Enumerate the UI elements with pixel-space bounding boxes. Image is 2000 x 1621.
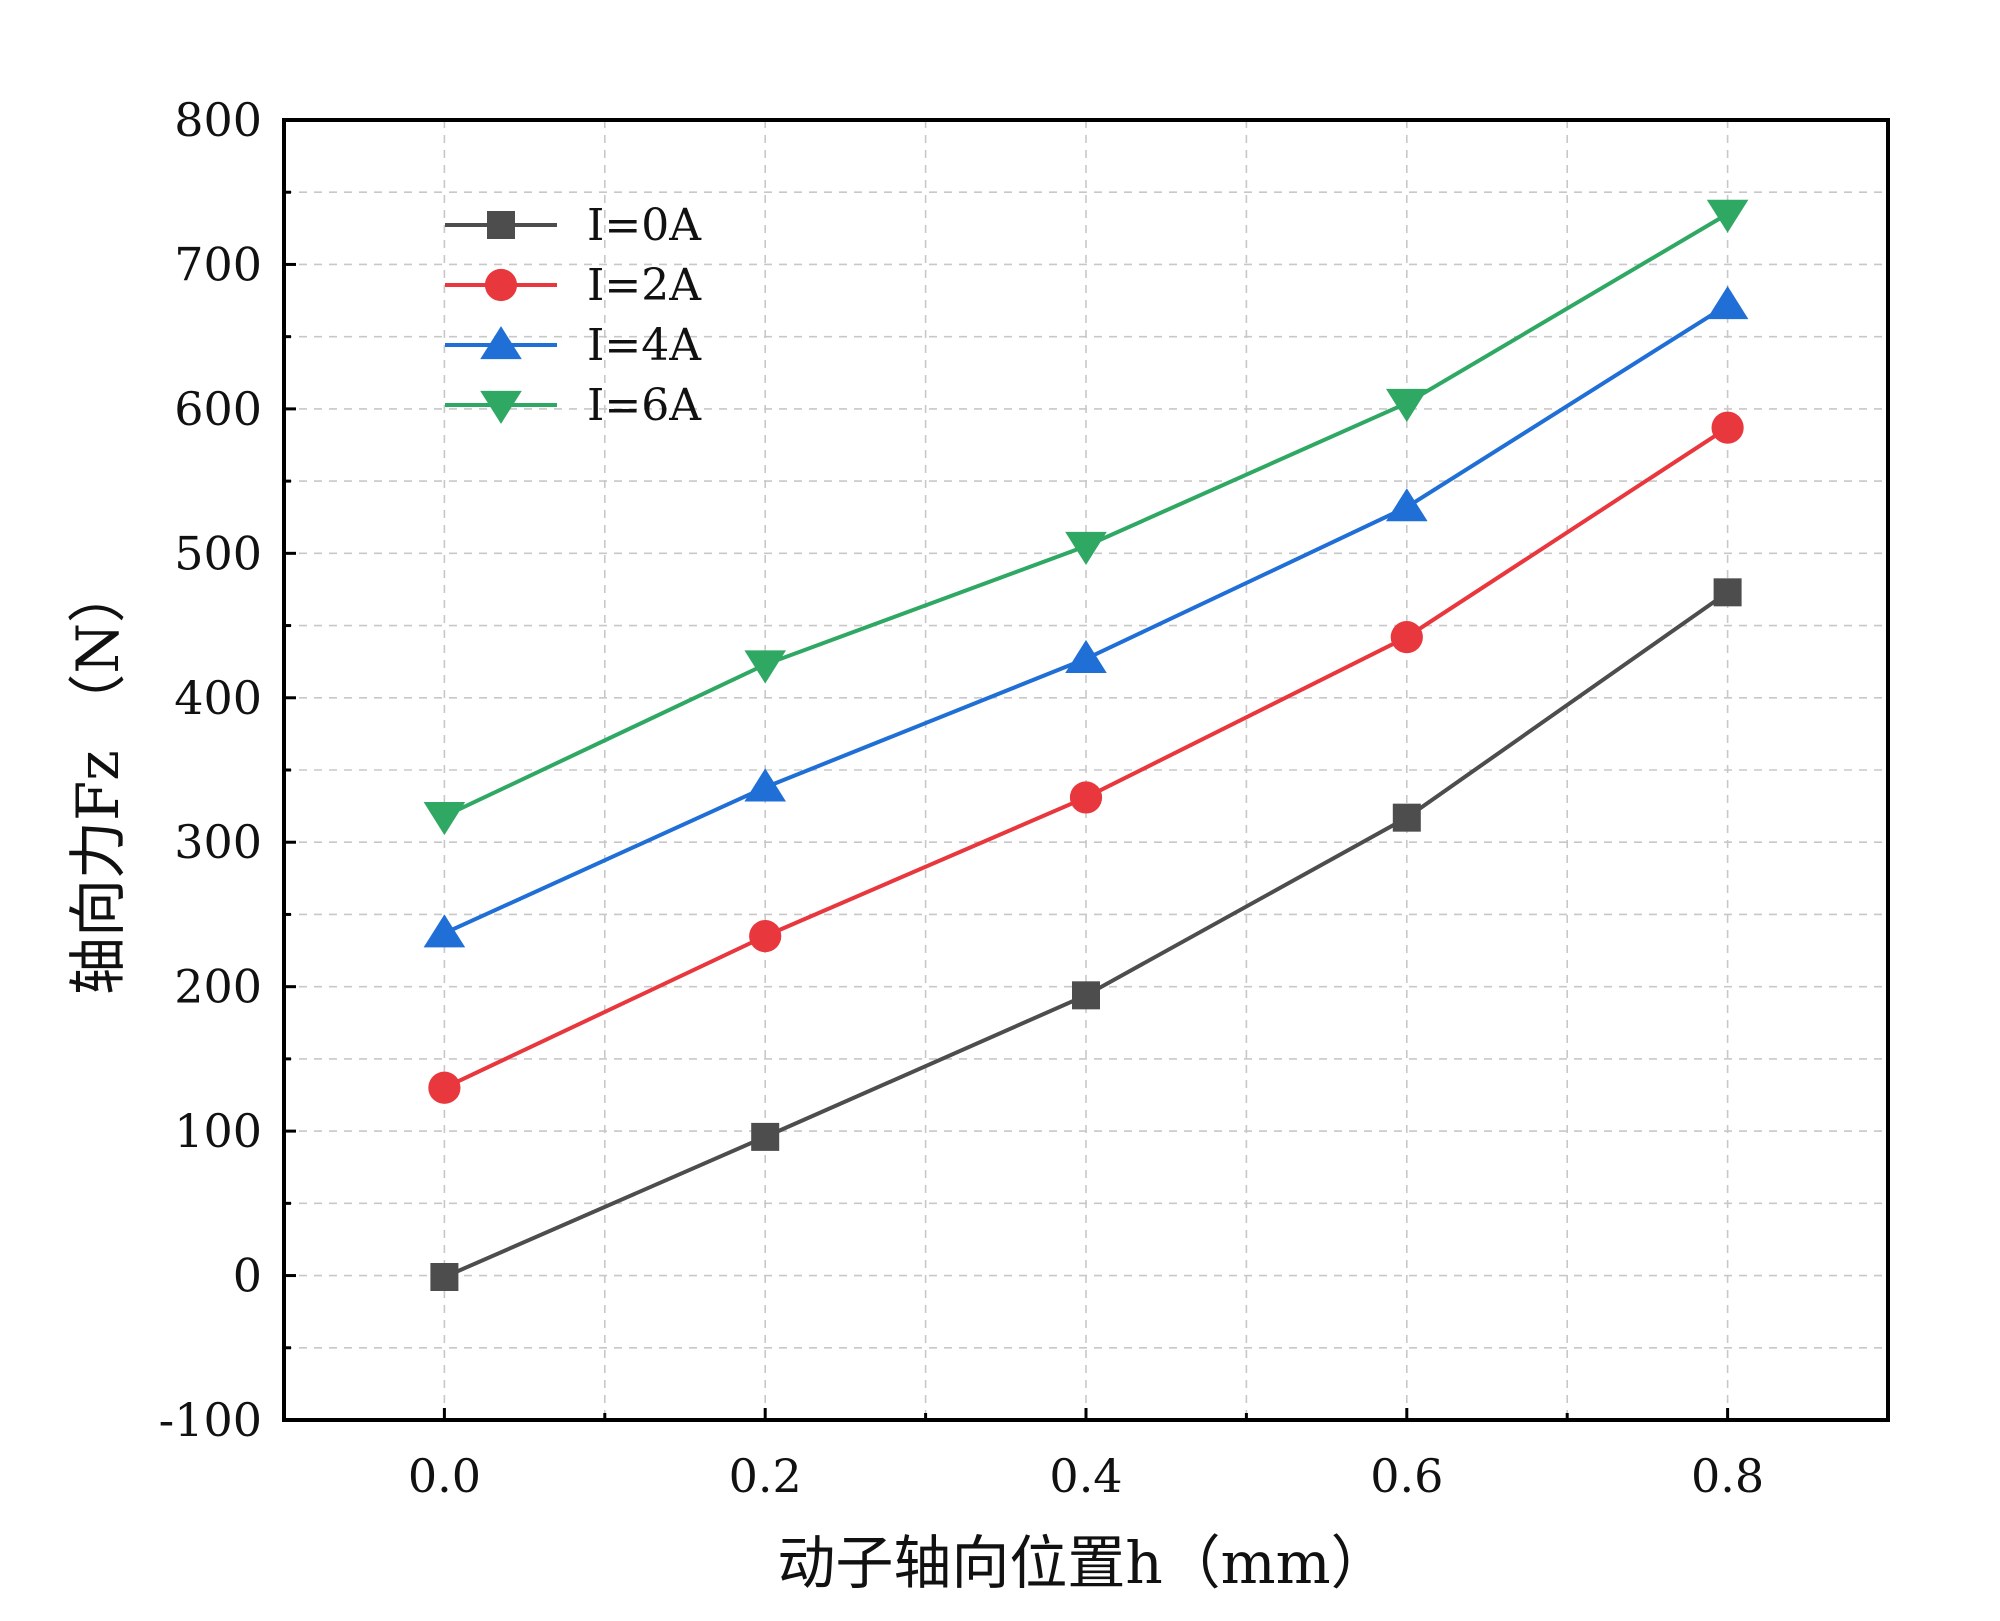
y-tick-label: -100 (159, 1393, 262, 1447)
data-point (1386, 488, 1428, 522)
data-point (428, 1071, 461, 1104)
legend-marker (487, 211, 515, 239)
legend-item: I=6A (445, 380, 702, 431)
grid (284, 120, 1888, 1420)
axes: -100 0 100 200 300 400 500 600 700 800 0.0 0.2 0.4 0.… (159, 93, 1890, 1503)
legend-label: I=0A (587, 200, 702, 251)
legend-label: I=4A (587, 320, 702, 371)
series-I=4A (423, 285, 1749, 948)
legend: I=0A I=2A I=4A I=6A (445, 200, 702, 431)
series-I=2A (428, 411, 1744, 1104)
y-tick-label: 800 (174, 93, 262, 147)
legend-marker (480, 326, 522, 360)
series-I=6A (423, 199, 1749, 836)
data-point (430, 1263, 459, 1291)
data-point (751, 1122, 780, 1151)
x-tick-label: 0.0 (408, 1449, 481, 1503)
y-tick-label: 300 (174, 815, 262, 869)
legend-item: I=4A (445, 320, 702, 371)
legend-label: I=6A (587, 380, 702, 431)
x-tick-label: 0.2 (729, 1449, 802, 1503)
y-axis-title: 轴向力Fz （N） (64, 565, 132, 995)
legend-item: I=2A (445, 260, 702, 311)
y-tick-label: 600 (174, 382, 262, 436)
x-tick-label: 0.4 (1049, 1449, 1122, 1503)
data-point (423, 802, 466, 836)
x-tick-label: 0.6 (1370, 1449, 1443, 1503)
y-tick-label: 500 (174, 526, 262, 580)
data-point (1065, 639, 1107, 673)
y-tick-label: 100 (174, 1104, 262, 1158)
legend-marker (480, 390, 522, 424)
data-point (1072, 981, 1100, 1010)
data-point (1390, 621, 1423, 654)
data-point (744, 650, 786, 684)
data-point (1711, 411, 1744, 444)
legend-label: I=2A (587, 260, 702, 311)
data-point (423, 914, 466, 948)
data-point (1713, 578, 1742, 607)
y-tick-label: 0 (233, 1249, 262, 1303)
data-point (1386, 388, 1428, 423)
data-point (744, 768, 786, 802)
legend-item: I=0A (445, 200, 702, 251)
data-point (1069, 781, 1103, 814)
series-layer (423, 199, 1749, 1291)
y-tick-label: 700 (174, 237, 262, 291)
data-point (1706, 199, 1749, 233)
data-point (1706, 285, 1749, 320)
x-tick-label: 0.8 (1691, 1449, 1764, 1503)
data-point (1065, 531, 1107, 566)
x-axis-title: 动子轴向位置h（mm） (777, 1529, 1388, 1597)
y-tick-label: 400 (174, 671, 262, 725)
data-point (749, 920, 782, 953)
y-tick-label: 200 (174, 960, 262, 1014)
data-point (1392, 803, 1421, 832)
series-I=0A (430, 578, 1742, 1291)
legend-marker (484, 268, 518, 302)
